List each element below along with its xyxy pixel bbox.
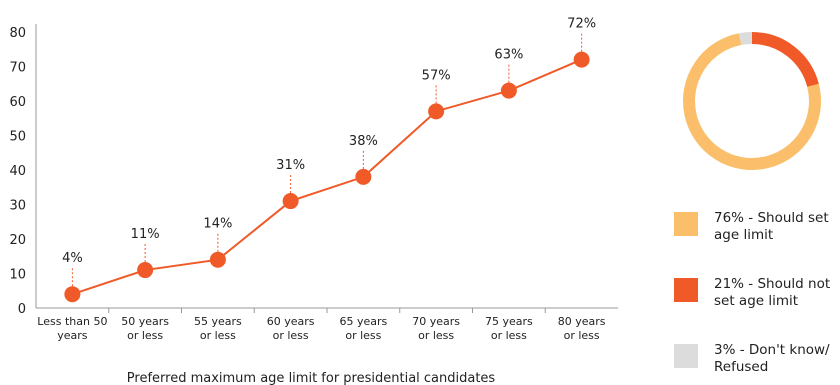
data-point [137,262,154,279]
data-point [500,82,517,99]
legend-label: 76% - Should set age limit [714,210,829,243]
donut-slice [739,32,753,46]
data-point [428,103,445,120]
legend-label: 21% - Should not set age limit [714,276,831,309]
y-tick-label: 50 [9,130,26,145]
y-tick-label: 10 [9,268,26,283]
data-point [64,286,81,303]
data-label: 11% [131,227,160,242]
legend-item-should-not-set: 21% - Should not set age limit [674,276,840,310]
donut-chart [683,32,821,170]
series-line [72,58,583,296]
legend-swatch [674,212,698,236]
data-label: 63% [494,48,523,63]
data-point [355,168,372,185]
x-tick-label: 50 years or less [121,315,169,342]
data-label: 38% [349,134,378,149]
data-point [573,51,590,68]
legend-label: 3% - Don't know/ Refused [714,342,830,375]
x-tick-label: Less than 50 years [37,315,107,342]
data-point [282,193,299,210]
data-label: 57% [422,68,451,83]
x-tick-label: 60 years or less [267,315,315,342]
data-label: 14% [203,217,232,232]
y-tick-label: 0 [18,302,26,317]
line-chart-marks: 4% 11% 14% 31% 38% 57% 63% 72% [62,17,596,303]
y-tick-label: 20 [9,233,26,248]
data-point [209,251,226,268]
x-axis-title: Preferred maximum age limit for presiden… [127,371,496,385]
legend-swatch [674,344,698,368]
donut-slice [751,32,819,88]
data-label: 72% [567,17,596,32]
data-label: 31% [276,158,305,173]
legend-item-dont-know: 3% - Don't know/ Refused [674,342,840,376]
y-tick-label: 70 [9,61,26,76]
legend-item-should-set: 76% - Should set age limit [674,210,840,244]
donut-slice [683,33,821,170]
x-tick-label: 55 years or less [194,315,242,342]
y-tick-label: 60 [9,95,26,110]
x-tick-label: 80 years or less [558,315,606,342]
x-tick-label: 75 years or less [485,315,533,342]
line-chart-axes: 0 10 20 30 40 50 60 70 80 Less than 50 years 50 yea… [9,24,618,385]
y-tick-label: 80 [9,26,26,41]
x-tick-label: 65 years or less [339,315,387,342]
y-tick-label: 40 [9,164,26,179]
legend-swatch [674,278,698,302]
data-label: 4% [62,251,83,266]
y-tick-label: 30 [9,199,26,214]
x-tick-label: 70 years or less [412,315,460,342]
